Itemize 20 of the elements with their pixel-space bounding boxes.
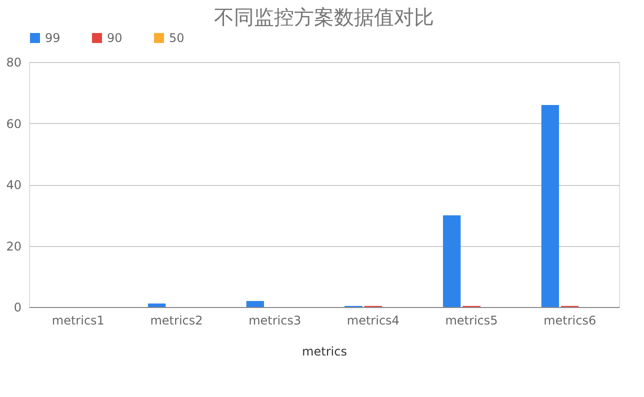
- legend-label: 99: [45, 31, 60, 45]
- y-tick-label: 80: [6, 56, 22, 70]
- x-tick-label: metrics3: [248, 314, 302, 328]
- bar: [148, 303, 166, 307]
- bar: [246, 300, 264, 307]
- legend-label: 50: [169, 31, 184, 45]
- bar: [541, 104, 560, 307]
- y-tick-label: 20: [6, 239, 22, 254]
- x-axis-title: metrics: [302, 344, 347, 358]
- y-tick-label: 40: [6, 178, 22, 192]
- bar: [442, 215, 461, 307]
- legend-label: 90: [107, 31, 122, 45]
- x-tick-label: metrics1: [52, 314, 104, 328]
- x-tick-label: metrics6: [544, 314, 596, 328]
- x-tick-label: metrics2: [150, 314, 203, 328]
- chart-title: 不同监控方案数据值对比: [214, 5, 434, 29]
- x-tick-label: metrics5: [445, 314, 498, 328]
- x-tick-label: metrics4: [346, 314, 400, 328]
- y-tick-label: 0: [14, 300, 22, 314]
- y-tick-label: 60: [6, 116, 22, 131]
